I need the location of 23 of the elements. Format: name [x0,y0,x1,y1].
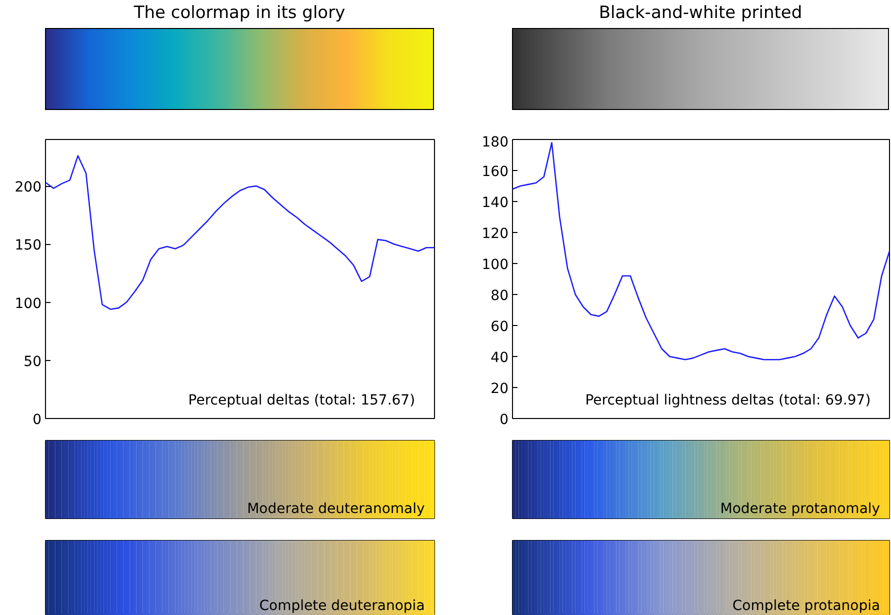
y-tick-label: 0 [500,412,509,428]
y-tick-label: 80 [490,288,509,304]
y-tick-label: 0 [32,412,42,428]
y-tick-label: 50 [24,354,42,370]
text: Complete deuteranopia [259,598,425,614]
annotation: Perceptual lightness deltas (total: 69.97) [585,392,871,409]
text: Complete protanopia [732,598,880,614]
y-tick-label: 60 [490,319,509,335]
y-tick-label: 200 [14,180,42,196]
y-tick-label: 100 [14,296,42,312]
y-tick-label: 40 [490,350,509,366]
text: Black-and-white printed [598,2,804,25]
y-tick-label: 150 [14,238,42,254]
y-tick-label: 20 [490,381,509,397]
y-tick-label: 180 [482,134,509,150]
text: Moderate protanomaly [720,500,880,517]
text: Moderate deuteranomaly [247,500,425,517]
y-tick-label: 120 [482,226,509,242]
y-tick-label: 160 [482,164,509,180]
annotation: Perceptual deltas (total: 157.67) [188,392,416,409]
text: The colormap in its glory [132,2,346,25]
y-tick-label: 140 [482,195,509,211]
y-tick-label: 100 [482,257,509,273]
